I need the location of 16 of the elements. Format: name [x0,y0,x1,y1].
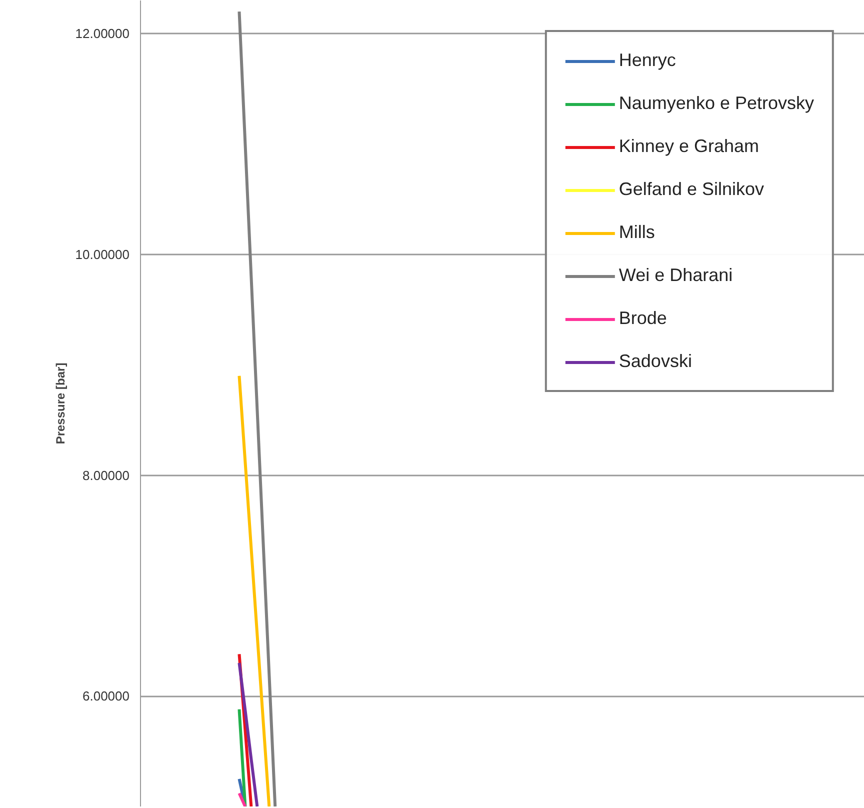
legend-label: Wei e Dharani [618,265,733,286]
y-axis-title: Pressure [bar] [53,362,68,444]
legend-label: Kinney e Graham [618,136,759,157]
line-series [238,374,271,806]
legend-label: Henryc [618,50,676,71]
y-tick-label: 6.00000 [82,688,130,704]
y-tick-label: 8.00000 [82,468,130,483]
line-series [238,661,259,806]
legend-label: Gelfand e Silnikov [618,179,764,200]
legend-label: Brode [618,308,667,329]
y-tick-label: 10.00000 [75,246,130,262]
legend-label: Mills [618,222,655,243]
y-tick-label: 12.00000 [75,26,130,42]
line-series [238,10,277,806]
legend-label: Sadovski [618,351,692,372]
legend-label: Naumyenko e Petrovsky [618,93,814,114]
